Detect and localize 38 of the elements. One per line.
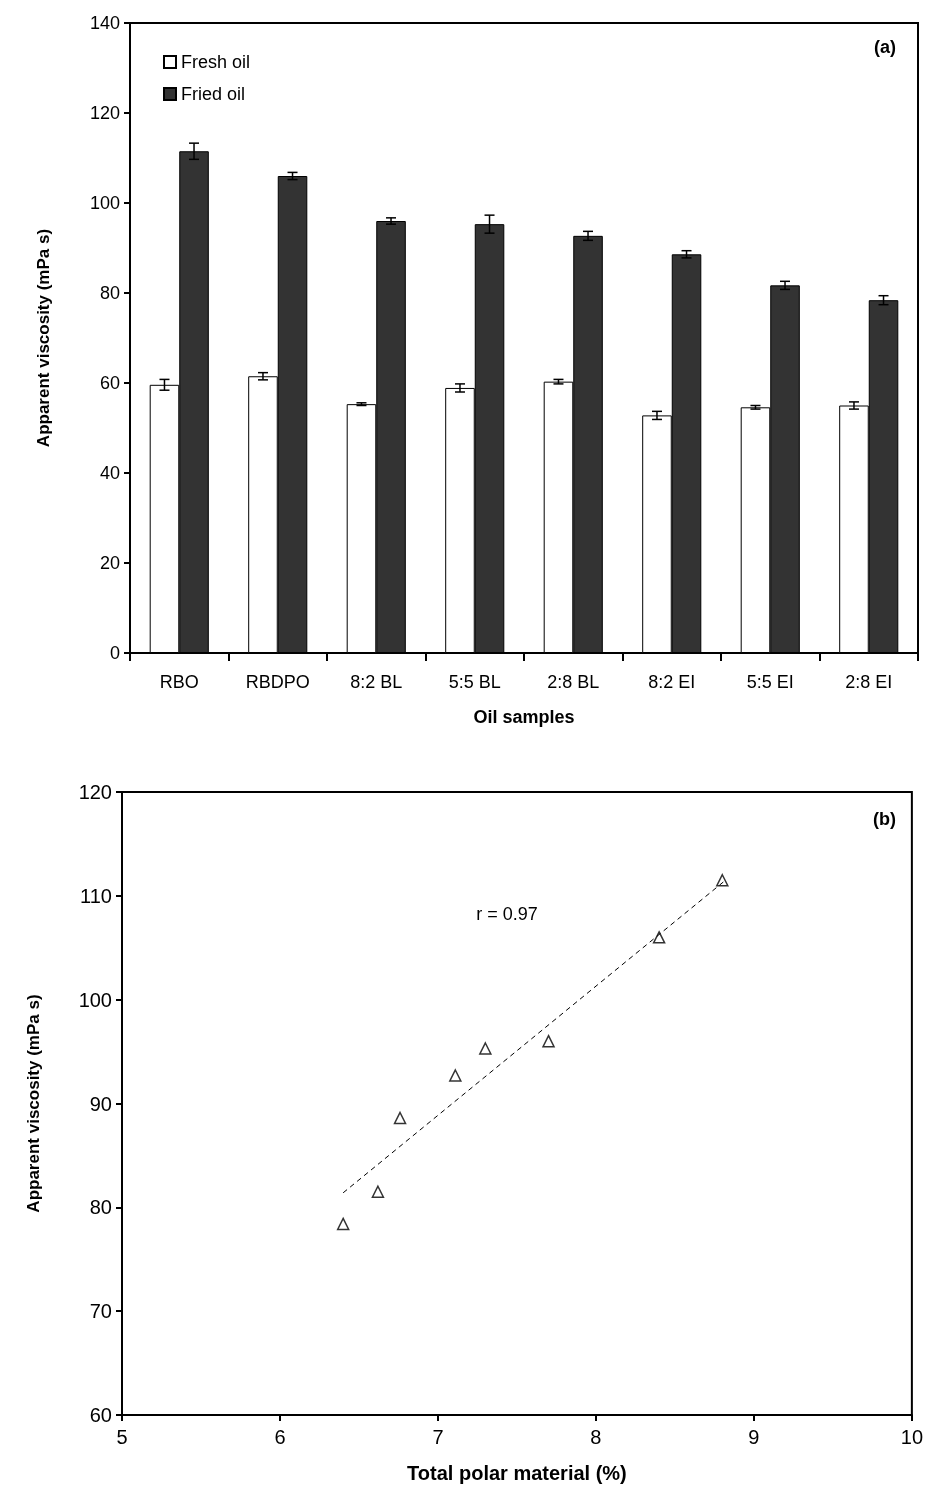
x-tick-label: 5:5 BL (448, 672, 501, 692)
x-tick-label: 6 (274, 1426, 286, 1448)
x-tick-label: 5:5 EI (746, 672, 794, 692)
x-tick-label: 10 (900, 1426, 923, 1448)
y-axis-title: Apparent viscosity (mPa s) (34, 228, 53, 448)
y-tick-label: 40 (99, 463, 120, 483)
y-tick-label: 110 (80, 884, 112, 907)
x-tick-label: RBO (159, 672, 199, 692)
legend-label: Fresh oil (181, 52, 251, 72)
y-tick-label: 140 (89, 13, 120, 33)
y-tick-label: 70 (89, 1300, 112, 1323)
x-tick-label: RBDPO (245, 672, 310, 692)
y-tick-label: 120 (89, 103, 120, 123)
y-tick-label: 60 (89, 1404, 112, 1426)
x-tick-label: 8 (590, 1426, 602, 1448)
y-tick-label: 100 (78, 988, 112, 1011)
y-tick-label: 60 (99, 373, 120, 393)
annotation: (a) (874, 37, 897, 57)
y-axis-title: Apparent viscosity (mPa s) (24, 994, 43, 1213)
legend-label: Fried oil (181, 84, 246, 104)
y-tick-label: 20 (99, 553, 120, 573)
x-tick-label: 2:8 BL (547, 672, 600, 692)
x-tick-label: 8:2 BL (350, 672, 403, 692)
y-tick-label: 90 (89, 1092, 112, 1115)
y-tick-label: 120 (78, 781, 112, 803)
y-tick-label: 80 (89, 1196, 112, 1219)
y-tick-label: 0 (109, 643, 120, 663)
x-tick-label: 5 (116, 1426, 128, 1448)
y-tick-label: 100 (89, 193, 120, 213)
x-tick-label: 9 (748, 1426, 760, 1448)
annotation: r = 0.97 (476, 903, 538, 924)
y-tick-label: 80 (99, 283, 120, 303)
x-tick-label: 7 (432, 1426, 444, 1448)
annotation: (b) (873, 809, 897, 829)
x-axis-title: Total polar material (%) (407, 1462, 627, 1484)
x-tick-label: 8:2 EI (648, 672, 696, 692)
x-axis-title: Oil samples (473, 707, 575, 727)
x-tick-label: 2:8 EI (845, 672, 893, 692)
